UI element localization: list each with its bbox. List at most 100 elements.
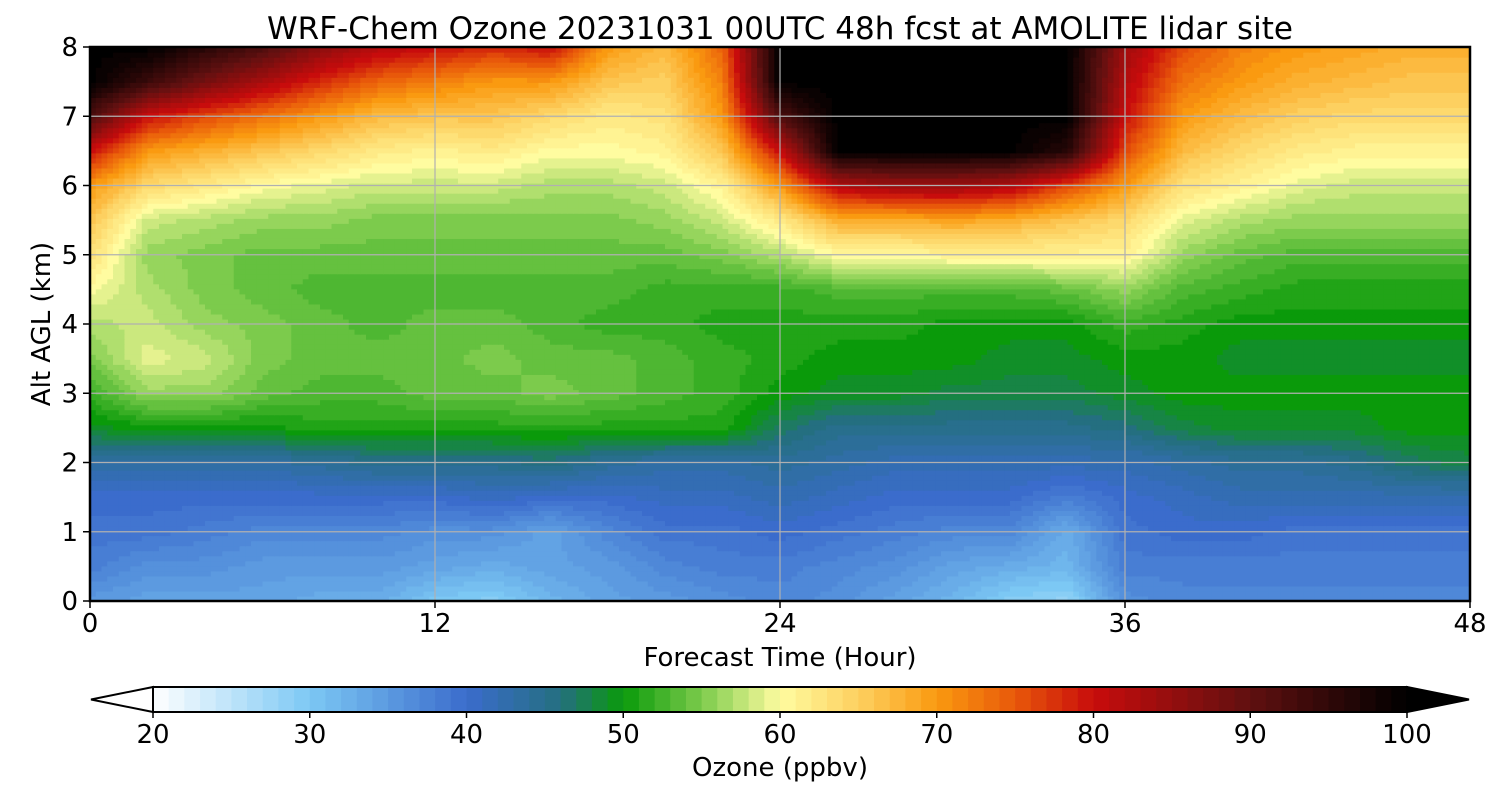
heatmap-cell [452, 566, 458, 572]
heatmap-cell [562, 571, 568, 577]
heatmap-cell [1459, 536, 1465, 542]
heatmap-cell [1372, 576, 1378, 582]
heatmap-cell [401, 525, 407, 531]
heatmap-cell [211, 520, 217, 526]
heatmap-cell [516, 586, 522, 592]
heatmap-cell [901, 566, 907, 572]
heatmap-cell [1332, 556, 1338, 562]
heatmap-cell [1039, 561, 1045, 567]
heatmap-cell [119, 556, 125, 562]
heatmap-cell [1338, 536, 1344, 542]
heatmap-cell [872, 556, 878, 562]
heatmap-cell [418, 571, 424, 577]
heatmap-cell [1217, 510, 1223, 516]
heatmap-cell [527, 510, 533, 516]
heatmap-cell [625, 536, 631, 542]
heatmap-cell [803, 515, 809, 521]
heatmap-cell [1010, 551, 1016, 557]
heatmap-cell [1280, 546, 1286, 552]
heatmap-cell [119, 536, 125, 542]
heatmap-cell [585, 591, 591, 597]
heatmap-cell [314, 515, 320, 521]
heatmap-cell [1206, 546, 1212, 552]
heatmap-cell [941, 561, 947, 567]
heatmap-cell [590, 510, 596, 516]
heatmap-cell [1050, 571, 1056, 577]
heatmap-cell [1263, 541, 1269, 547]
heatmap-cell [1332, 541, 1338, 547]
heatmap-cell [493, 525, 499, 531]
heatmap-cell [441, 566, 447, 572]
heatmap-cell [332, 591, 338, 597]
heatmap-cell [573, 556, 579, 562]
heatmap-cell [142, 505, 148, 511]
heatmap-cell [780, 571, 786, 577]
heatmap-cell [556, 591, 562, 597]
heatmap-cell [550, 586, 556, 592]
heatmap-cell [619, 520, 625, 526]
heatmap-cell [838, 561, 844, 567]
heatmap-cell [901, 551, 907, 557]
heatmap-cell [1459, 510, 1465, 516]
heatmap-cell [579, 576, 585, 582]
heatmap-cell [573, 576, 579, 582]
heatmap-cell [360, 591, 366, 597]
heatmap-cell [596, 505, 602, 511]
heatmap-cell [1344, 525, 1350, 531]
heatmap-cell [705, 586, 711, 592]
heatmap-cell [700, 581, 706, 587]
heatmap-cell [1234, 586, 1240, 592]
heatmap-cell [746, 566, 752, 572]
heatmap-cell [1269, 546, 1275, 552]
heatmap-cell [504, 515, 510, 521]
heatmap-cell [297, 586, 303, 592]
heatmap-cell [240, 546, 246, 552]
heatmap-cell [521, 505, 527, 511]
heatmap-cell [901, 520, 907, 526]
heatmap-cell [1188, 571, 1194, 577]
heatmap-cell [1148, 525, 1154, 531]
heatmap-cell [1010, 556, 1016, 562]
heatmap-cell [981, 576, 987, 582]
heatmap-cell [728, 510, 734, 516]
heatmap-cell [475, 546, 481, 552]
heatmap-cell [222, 515, 228, 521]
heatmap-cell [326, 525, 332, 531]
heatmap-cell [1160, 520, 1166, 526]
heatmap-cell [1257, 525, 1263, 531]
heatmap-cell [780, 591, 786, 597]
heatmap-cell [700, 541, 706, 547]
heatmap-cell [1275, 536, 1281, 542]
heatmap-cell [734, 571, 740, 577]
heatmap-cell [1206, 520, 1212, 526]
heatmap-cell [1263, 566, 1269, 572]
heatmap-cell [763, 551, 769, 557]
heatmap-cell [947, 541, 953, 547]
heatmap-cell [1240, 561, 1246, 567]
heatmap-cell [976, 541, 982, 547]
heatmap-cell [1217, 576, 1223, 582]
heatmap-cell [786, 591, 792, 597]
heatmap-cell [1217, 571, 1223, 577]
heatmap-cell [205, 520, 211, 526]
heatmap-cell [343, 525, 349, 531]
heatmap-cell [1418, 515, 1424, 521]
heatmap-cell [1183, 586, 1189, 592]
heatmap-cell [544, 556, 550, 562]
heatmap-cell [958, 581, 964, 587]
heatmap-cell [337, 561, 343, 567]
heatmap-cell [861, 586, 867, 592]
heatmap-cell [360, 505, 366, 511]
heatmap-cell [309, 576, 315, 582]
heatmap-cell [1378, 525, 1384, 531]
heatmap-cell [245, 515, 251, 521]
heatmap-cell [1418, 571, 1424, 577]
heatmap-cell [493, 546, 499, 552]
heatmap-cell [355, 520, 361, 526]
heatmap-cell [1165, 520, 1171, 526]
heatmap-cell [884, 591, 890, 597]
heatmap-cell [740, 541, 746, 547]
heatmap-cell [1027, 556, 1033, 562]
heatmap-cell [263, 536, 269, 542]
heatmap-cell [464, 571, 470, 577]
